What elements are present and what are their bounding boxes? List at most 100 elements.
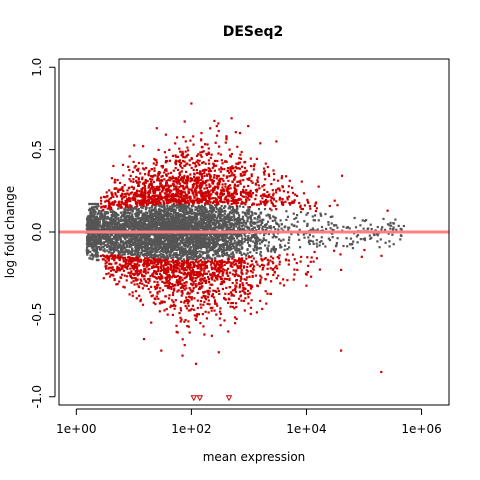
nonsignificant-point — [93, 205, 96, 209]
significant-point — [108, 198, 111, 201]
significant-point — [196, 197, 199, 200]
nonsignificant-point — [170, 224, 173, 227]
nonsignificant-point — [190, 204, 194, 208]
nonsignificant-point — [172, 243, 175, 246]
nonsignificant-point — [267, 220, 270, 223]
nonsignificant-point — [134, 237, 138, 240]
nonsignificant-point — [267, 244, 270, 247]
nonsignificant-point — [117, 242, 120, 245]
nonsignificant-point — [92, 215, 95, 218]
nonsignificant-point — [244, 225, 247, 228]
nonsignificant-point — [140, 206, 144, 209]
nonsignificant-point — [199, 243, 202, 246]
nonsignificant-point — [342, 225, 345, 228]
nonsignificant-point — [209, 209, 212, 212]
nonsignificant-point — [185, 225, 189, 228]
nonsignificant-point — [390, 224, 393, 227]
nonsignificant-point — [260, 241, 264, 244]
nonsignificant-point — [92, 228, 96, 231]
nonsignificant-point — [208, 227, 211, 230]
nonsignificant-point — [174, 213, 177, 216]
significant-point — [205, 187, 208, 190]
nonsignificant-point — [170, 217, 173, 220]
nonsignificant-point — [106, 249, 109, 252]
nonsignificant-point — [110, 248, 113, 251]
nonsignificant-point — [146, 252, 149, 255]
nonsignificant-point — [225, 235, 228, 238]
nonsignificant-point — [250, 219, 253, 222]
nonsignificant-point — [191, 258, 194, 261]
nonsignificant-point — [165, 256, 168, 260]
nonsignificant-point — [237, 233, 240, 236]
nonsignificant-point — [218, 255, 221, 258]
nonsignificant-point — [199, 240, 202, 243]
nonsignificant-point — [182, 235, 185, 238]
nonsignificant-point — [129, 227, 132, 230]
nonsignificant-point — [315, 239, 318, 242]
nonsignificant-point — [114, 238, 117, 241]
nonsignificant-point — [161, 206, 164, 209]
nonsignificant-point — [129, 250, 132, 253]
nonsignificant-point — [198, 241, 201, 244]
nonsignificant-point — [221, 229, 224, 232]
nonsignificant-point — [141, 253, 144, 257]
nonsignificant-point — [183, 253, 186, 256]
nonsignificant-point — [137, 207, 140, 211]
significant-point — [244, 200, 248, 204]
nonsignificant-point — [185, 218, 188, 222]
nonsignificant-point — [320, 225, 324, 229]
nonsignificant-point — [176, 216, 179, 219]
nonsignificant-point — [186, 251, 189, 254]
nonsignificant-point — [202, 234, 205, 237]
nonsignificant-point — [165, 251, 168, 254]
nonsignificant-point — [295, 225, 298, 228]
nonsignificant-point — [235, 251, 238, 254]
nonsignificant-point — [194, 223, 197, 226]
nonsignificant-point — [219, 214, 222, 217]
nonsignificant-point — [149, 238, 152, 241]
nonsignificant-point — [140, 238, 143, 241]
nonsignificant-point — [112, 241, 115, 244]
nonsignificant-point — [151, 214, 154, 217]
nonsignificant-point — [172, 254, 175, 257]
nonsignificant-point — [119, 219, 122, 223]
nonsignificant-point — [216, 234, 220, 237]
nonsignificant-point — [144, 233, 147, 237]
nonsignificant-point — [402, 224, 405, 228]
nonsignificant-point — [100, 217, 103, 220]
nonsignificant-point — [137, 209, 140, 212]
nonsignificant-point — [163, 237, 166, 240]
significant-point — [171, 269, 174, 272]
nonsignificant-point — [102, 228, 106, 231]
nonsignificant-point — [251, 213, 254, 216]
nonsignificant-point — [196, 212, 199, 215]
nonsignificant-point — [177, 203, 180, 206]
nonsignificant-point — [210, 241, 213, 244]
nonsignificant-point — [147, 225, 150, 228]
nonsignificant-point — [207, 217, 211, 221]
nonsignificant-point — [143, 241, 146, 244]
nonsignificant-point — [203, 257, 206, 260]
nonsignificant-point — [146, 214, 149, 217]
significant-point — [227, 259, 230, 262]
nonsignificant-point — [182, 252, 185, 255]
nonsignificant-point — [145, 234, 149, 237]
nonsignificant-point — [221, 221, 224, 224]
nonsignificant-point — [184, 225, 187, 228]
nonsignificant-point — [395, 228, 398, 231]
nonsignificant-point — [284, 225, 287, 228]
nonsignificant-point — [164, 244, 167, 247]
nonsignificant-point — [234, 211, 237, 214]
nonsignificant-point — [168, 250, 171, 253]
nonsignificant-point — [105, 217, 108, 220]
nonsignificant-point — [118, 222, 121, 226]
nonsignificant-point — [118, 253, 121, 256]
nonsignificant-point — [104, 216, 107, 219]
nonsignificant-point — [189, 216, 192, 219]
nonsignificant-point — [110, 239, 113, 242]
nonsignificant-point — [201, 223, 204, 226]
nonsignificant-point — [150, 256, 154, 259]
nonsignificant-point — [152, 247, 155, 250]
nonsignificant-point — [131, 213, 134, 216]
nonsignificant-point — [248, 228, 251, 232]
